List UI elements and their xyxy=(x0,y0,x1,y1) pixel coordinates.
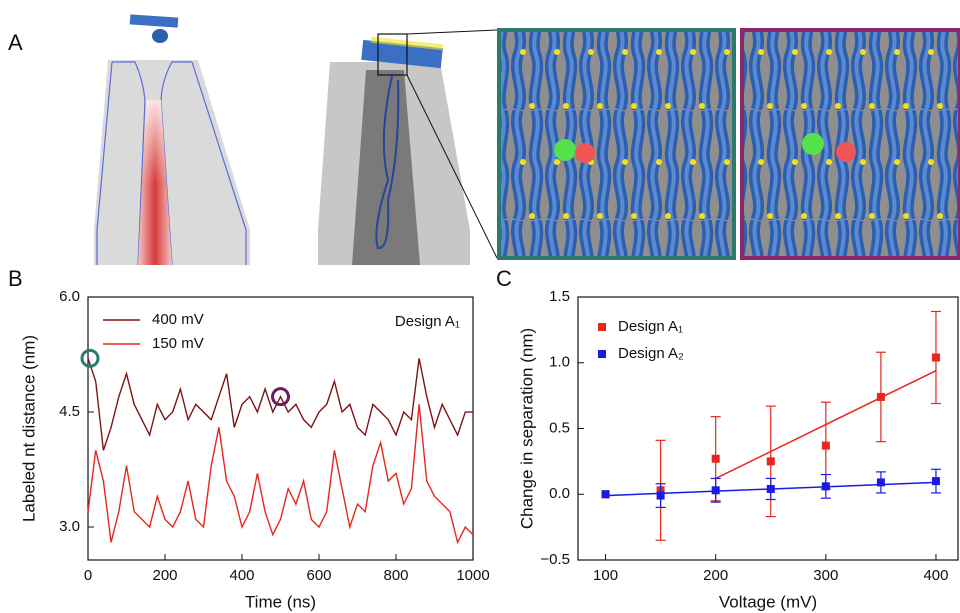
annotation: Design A₁ xyxy=(395,313,460,330)
data-point xyxy=(876,392,885,401)
x-tick-label: 100 xyxy=(593,567,618,584)
legend-swatch xyxy=(598,350,606,358)
x-tick-label: 800 xyxy=(383,567,408,584)
legend-label: Design A₁ xyxy=(618,318,683,335)
plot-frame xyxy=(577,296,959,561)
legend-swatch xyxy=(598,323,606,331)
data-line xyxy=(87,404,474,545)
data-point xyxy=(711,454,720,463)
y-tick-label: 0.5 xyxy=(549,419,570,436)
data-point xyxy=(876,478,885,487)
panel-label: A xyxy=(8,30,23,55)
x-tick-label: 400 xyxy=(923,567,948,584)
x-tick-label: 1000 xyxy=(456,567,489,584)
legend-label: Design A₂ xyxy=(618,345,684,362)
x-tick-label: 0 xyxy=(84,567,92,584)
x-axis-title: Voltage (mV) xyxy=(719,592,817,611)
highlight-marker xyxy=(271,387,290,407)
y-tick-label: 4.5 xyxy=(59,403,80,420)
data-point xyxy=(931,353,940,362)
x-tick-label: 600 xyxy=(306,567,331,584)
panel-a-illustration xyxy=(94,14,960,266)
plot-frame xyxy=(87,296,474,561)
data-point xyxy=(601,490,610,499)
x-tick-label: 400 xyxy=(229,567,254,584)
x-tick-label: 200 xyxy=(703,567,728,584)
y-tick-label: 1.5 xyxy=(549,288,570,305)
highlight-marker xyxy=(80,348,100,368)
y-tick-label: 6.0 xyxy=(59,288,80,305)
data-point xyxy=(931,477,940,486)
data-point xyxy=(766,484,775,493)
panel-label: B xyxy=(8,266,23,291)
legend-label: 150 mV xyxy=(152,335,204,352)
y-tick-label: 0.0 xyxy=(549,485,570,502)
y-tick-label: −0.5 xyxy=(540,551,570,568)
data-line xyxy=(87,358,473,451)
y-tick-label: 1.0 xyxy=(549,354,570,371)
panel-label: C xyxy=(496,266,512,291)
legend-label: 400 mV xyxy=(152,311,204,328)
data-point xyxy=(711,486,720,495)
data-point xyxy=(821,482,830,491)
y-tick-label: 3.0 xyxy=(59,518,80,535)
x-tick-label: 200 xyxy=(152,567,177,584)
data-point xyxy=(766,457,775,466)
x-tick-label: 300 xyxy=(813,567,838,584)
data-point xyxy=(821,441,830,450)
y-axis-title: Labeled nt distance (nm) xyxy=(19,335,38,522)
data-point xyxy=(656,491,665,500)
y-axis-title: Change in separation (nm) xyxy=(517,328,536,529)
x-axis-title: Time (ns) xyxy=(245,592,316,611)
